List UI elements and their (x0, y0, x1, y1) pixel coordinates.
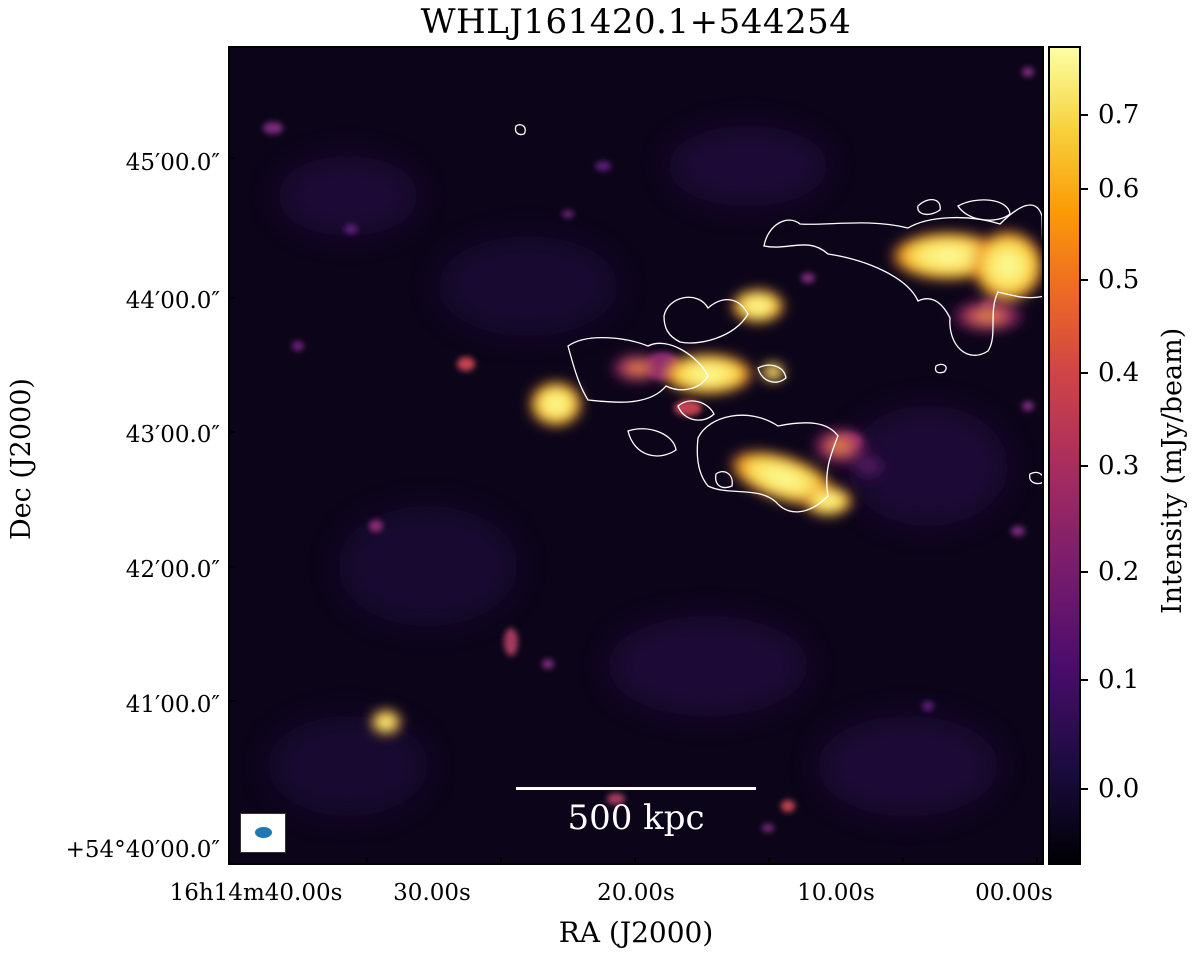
colorbar-tick-label: 0.2 (1098, 557, 1140, 587)
y-tick-label: 45′00.0″ (125, 150, 220, 176)
y-tick-label: 42′00.0″ (125, 557, 220, 583)
image-title: WHLJ161420.1+544254 (420, 2, 852, 42)
colorbar-tick-label: 0.3 (1098, 451, 1140, 481)
colorbar-tick-label: 0.1 (1098, 665, 1140, 695)
x-tick-label: 30.00s (393, 880, 471, 906)
y-tick-mark (228, 431, 235, 433)
y-tick-label: 41′00.0″ (125, 692, 220, 718)
y-axis-label: Dec (J2000) (6, 378, 37, 540)
x-tick-mark (366, 858, 368, 865)
colorbar-tick-label: 0.4 (1098, 358, 1140, 388)
scale-bar-label: 500 kpc (567, 798, 705, 838)
colorbar-tick (1080, 788, 1088, 790)
colorbar-tick-label: 0.7 (1098, 100, 1140, 130)
y-tick-mark (228, 700, 235, 702)
x-tick-label: 16h14m40.00s (169, 880, 343, 906)
beam-ellipse (255, 827, 272, 838)
y-tick-mark (228, 157, 235, 159)
y-tick-mark (228, 566, 235, 568)
beam-inset (240, 813, 286, 853)
colorbar-label: Intensity (mJy/beam) (1157, 327, 1188, 614)
y-tick-label: +54°40′00.0″ (65, 837, 220, 863)
colorbar (1048, 46, 1081, 865)
x-tick-mark (634, 858, 636, 865)
colorbar-tick (1080, 279, 1088, 281)
x-tick-label: 00.00s (975, 880, 1053, 906)
y-tick-mark (228, 297, 235, 299)
x-tick-label: 10.00s (797, 880, 875, 906)
colorbar-tick-label: 0.6 (1098, 174, 1140, 204)
scale-bar (516, 787, 756, 790)
x-tick-label: 20.00s (597, 880, 675, 906)
x-axis-label: RA (J2000) (558, 916, 714, 949)
radio-intensity-map (228, 46, 1044, 865)
y-tick-label: 44′00.0″ (125, 288, 220, 314)
radio-image-panel[interactable]: 500 kpc (228, 46, 1044, 865)
colorbar-tick (1080, 114, 1088, 116)
colorbar-tick (1080, 571, 1088, 573)
contour-overlay (514, 124, 1044, 513)
x-tick-mark (902, 858, 904, 865)
x-tick-mark (1036, 858, 1038, 865)
colorbar-tick-label: 0.0 (1098, 774, 1140, 804)
colorbar-tick (1080, 372, 1088, 374)
colorbar-tick (1080, 465, 1088, 467)
x-tick-mark (768, 858, 770, 865)
colorbar-tick-label: 0.5 (1098, 265, 1140, 295)
y-tick-label: 43′00.0″ (125, 422, 220, 448)
x-tick-mark (500, 858, 502, 865)
colorbar-tick (1080, 188, 1088, 190)
colorbar-tick (1080, 679, 1088, 681)
